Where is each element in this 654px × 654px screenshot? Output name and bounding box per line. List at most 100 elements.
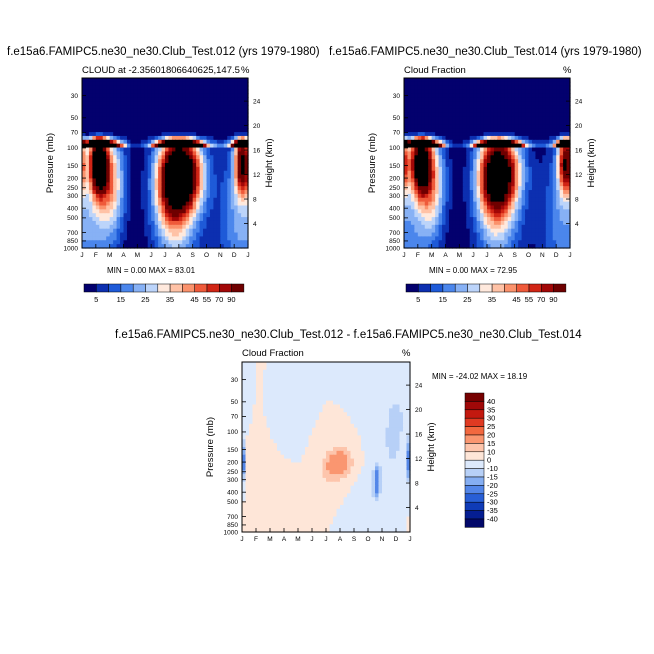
panel2-month-tick-label: J xyxy=(472,252,475,259)
panel3-colorbar-swatch xyxy=(464,392,485,402)
panel2-field-label: Cloud Fraction xyxy=(404,65,466,76)
panel2-field xyxy=(404,78,571,249)
panel1-title: f.e15a6.FAMIPC5.ne30_ne30.Club_Test.012 … xyxy=(7,46,320,58)
panel1-month-tick-label: D xyxy=(232,252,237,259)
panel2-month-tick-label: N xyxy=(540,252,545,259)
panel3-height-tick-label: 12 xyxy=(415,456,423,463)
panel2-colorbar-label: 45 xyxy=(512,295,520,304)
panel3-pressure-tick-label: 300 xyxy=(227,477,238,484)
panel3-month-tick-label: M xyxy=(295,536,300,543)
panel3-field-label: Cloud Fraction xyxy=(242,348,304,359)
panel3-colorbar-swatch xyxy=(464,468,485,478)
panel3-colorbar-label: 0 xyxy=(487,456,491,465)
panel2-month-tick-label: F xyxy=(416,252,420,259)
panel1-colorbar-label: 55 xyxy=(203,295,211,304)
panel2-title: f.e15a6.FAMIPC5.ne30_ne30.Club_Test.014 … xyxy=(329,46,642,58)
panel3-colorbar-swatch xyxy=(464,434,485,444)
panel3-colorbar-swatch xyxy=(464,493,485,503)
panel2-height-tick-label: 12 xyxy=(575,172,583,179)
panel1-colorbar-label: 45 xyxy=(190,295,198,304)
panel1-colorbar-label: 70 xyxy=(215,295,223,304)
panel2-height-tick-label: 4 xyxy=(575,221,579,228)
panel3-colorbar-label: 40 xyxy=(487,397,495,406)
panel1-pressure-tick-label: 100 xyxy=(67,145,78,152)
panel2-pressure-tick-label: 250 xyxy=(389,185,400,192)
panel3-month-tick-label: N xyxy=(380,536,385,543)
panel3-month-tick-label: O xyxy=(365,536,370,543)
panel2-month-tick-label: D xyxy=(554,252,559,259)
panel3-month-tick-label: J xyxy=(408,536,411,543)
panel1-month-tick-label: O xyxy=(204,252,209,259)
panel3-month-tick-label: A xyxy=(282,536,287,543)
panel2-colorbar-label: 5 xyxy=(416,295,420,304)
panel3-colorbar-label: 15 xyxy=(487,439,495,448)
panel1-pressure-tick-label: 250 xyxy=(67,185,78,192)
panel2-colorbar-swatch xyxy=(553,283,567,293)
panel2-month-tick-label: A xyxy=(499,252,504,259)
panel3-colorbar-swatch xyxy=(464,476,485,486)
panel2-colorbar-label: 15 xyxy=(439,295,447,304)
panel3-height-tick-label: 24 xyxy=(415,382,423,389)
panel1-month-tick-label: M xyxy=(135,252,140,259)
panel3-title: f.e15a6.FAMIPC5.ne30_ne30.Club_Test.012 … xyxy=(115,329,582,341)
panel3-month-tick-label: M xyxy=(267,536,272,543)
panel1-month-tick-label: M xyxy=(107,252,112,259)
panel2-month-tick-label: O xyxy=(526,252,531,259)
panel1-pressure-tick-label: 500 xyxy=(67,215,78,222)
panel1-pressure-tick-label: 400 xyxy=(67,205,78,212)
panel1-month-tick-label: N xyxy=(218,252,223,259)
panel3-pressure-tick-label: 50 xyxy=(231,399,239,406)
panel1-pressure-tick-label: 50 xyxy=(71,115,79,122)
panel2-height-tick-label: 24 xyxy=(575,98,583,105)
panel2-height-tick-label: 16 xyxy=(575,147,583,154)
panel1-month-tick-label: J xyxy=(163,252,166,259)
panel3-colorbar-label: -40 xyxy=(487,515,498,524)
panel2-units-label: % xyxy=(563,65,572,76)
panel3-colorbar-label: 20 xyxy=(487,431,495,440)
panel3-height-tick-label: 20 xyxy=(415,407,423,414)
panel1-height-tick-label: 4 xyxy=(253,221,257,228)
panel1-height-tick-label: 20 xyxy=(253,123,261,130)
panel1-height-tick-label: 12 xyxy=(253,172,261,179)
panel2-pressure-tick-label: 30 xyxy=(393,93,401,100)
panel1-height-tick-label: 8 xyxy=(253,196,257,203)
panel3-colorbar-swatch xyxy=(464,401,485,411)
panel3-pressure-tick-label: 150 xyxy=(227,447,238,454)
panel1-pressure-tick-label: 700 xyxy=(67,230,78,237)
panel1-field-label: CLOUD at -2.35601806640625,147.5 xyxy=(82,65,240,76)
panel1-y2-axis-label: Height (km) xyxy=(264,138,275,187)
panel2-min-max: MIN = 0.00 MAX = 72.95 xyxy=(429,266,518,275)
panel3-colorbar-label: 25 xyxy=(487,422,495,431)
panel2-colorbar-label: 25 xyxy=(463,295,471,304)
panel1-colorbar-label: 25 xyxy=(141,295,149,304)
panel3-pressure-tick-label: 100 xyxy=(227,429,238,436)
panel3-colorbar-label: -30 xyxy=(487,498,498,507)
panel3-pressure-tick-label: 250 xyxy=(227,469,238,476)
panel2-height-tick-label: 8 xyxy=(575,196,579,203)
panel2-pressure-tick-label: 200 xyxy=(389,175,400,182)
panel3-colorbar-label: -25 xyxy=(487,489,498,498)
panel2-pressure-tick-label: 400 xyxy=(389,205,400,212)
panel3-colorbar-label: 10 xyxy=(487,447,495,456)
panel2-colorbar-label: 55 xyxy=(525,295,533,304)
panel1-colorbar-label: 5 xyxy=(94,295,98,304)
panel1-pressure-tick-label: 30 xyxy=(71,93,79,100)
panel1-month-tick-label: S xyxy=(190,252,195,259)
panel2-month-tick-label: J xyxy=(402,252,405,259)
panel2-pressure-tick-label: 100 xyxy=(389,145,400,152)
panel3-field xyxy=(242,362,411,533)
panel3-colorbar-swatch xyxy=(464,459,485,469)
panel3-height-tick-label: 16 xyxy=(415,431,423,438)
panel3-height-tick-label: 8 xyxy=(415,480,419,487)
panel3-y-axis-label: Pressure (mb) xyxy=(205,417,216,477)
panel3-colorbar-label: -20 xyxy=(487,481,498,490)
panel2-pressure-tick-label: 70 xyxy=(393,130,401,137)
panel1-height-tick-label: 16 xyxy=(253,147,261,154)
panel3-pressure-tick-label: 1000 xyxy=(224,529,239,536)
panel2-month-tick-label: J xyxy=(485,252,488,259)
panel2-month-tick-label: M xyxy=(457,252,462,259)
